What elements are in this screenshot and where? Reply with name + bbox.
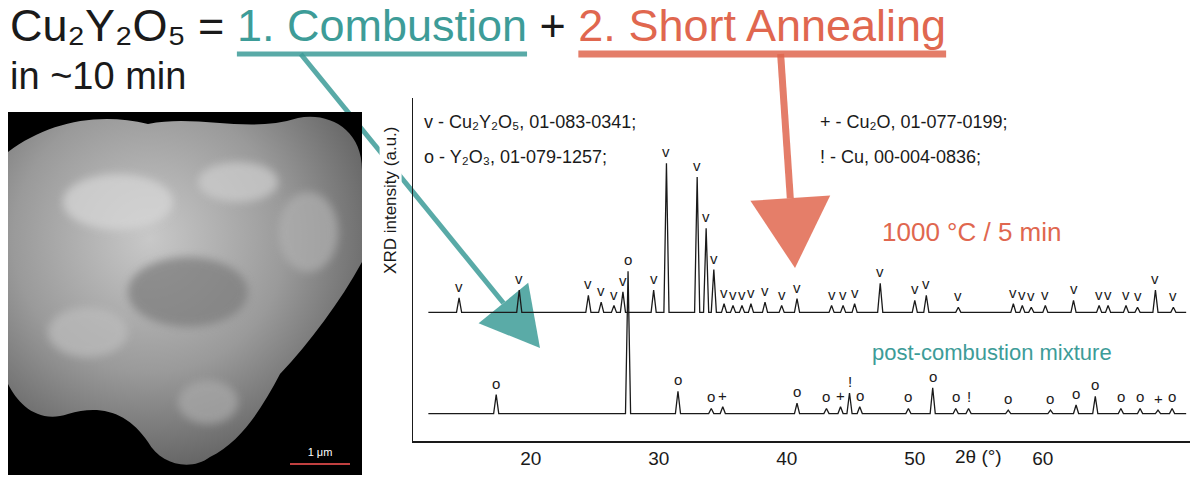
svg-text:v: v	[584, 275, 592, 292]
svg-text:v: v	[1169, 287, 1177, 304]
svg-text:v: v	[1151, 270, 1159, 287]
svg-text:v: v	[610, 286, 618, 303]
svg-text:v: v	[702, 208, 710, 225]
svg-text:v: v	[747, 284, 755, 301]
svg-text:50: 50	[904, 448, 925, 469]
svg-text:o: o	[1168, 388, 1176, 405]
svg-text:o: o	[624, 251, 632, 268]
svg-text:+: +	[836, 387, 845, 404]
svg-text:!: !	[848, 373, 852, 390]
svg-text:o: o	[904, 388, 912, 405]
svg-text:o: o	[952, 388, 960, 405]
svg-text:v: v	[1134, 287, 1142, 304]
svg-text:v: v	[738, 286, 746, 303]
svg-text:v: v	[1027, 287, 1035, 304]
svg-text:1000 °C / 5 min: 1000 °C / 5 min	[882, 217, 1062, 247]
svg-text:o: o	[674, 371, 682, 388]
svg-text:o - Y₂O₃, 01-079-1257;: o - Y₂O₃, 01-079-1257;	[424, 147, 607, 167]
svg-text:XRD intensity (a.u.): XRD intensity (a.u.)	[381, 127, 400, 274]
svg-text:2θ (°): 2θ (°)	[955, 446, 1002, 467]
svg-text:o: o	[822, 388, 830, 405]
svg-text:v: v	[1095, 286, 1103, 303]
html-text:Cu₂Y₂O₅ = 1. Combustion + 2. S: Cu₂Y₂O₅ = 1. Combustion + 2. Short Annea…	[10, 0, 947, 51]
svg-text:v: v	[729, 286, 737, 303]
svg-text:! - Cu, 00-004-0836;: ! - Cu, 00-004-0836;	[820, 147, 981, 167]
svg-text:v: v	[876, 263, 884, 280]
svg-text:v: v	[851, 284, 859, 301]
svg-text:v: v	[1104, 286, 1112, 303]
svg-text:v: v	[515, 270, 523, 287]
svg-text:v: v	[650, 270, 658, 287]
svg-text:o: o	[1136, 388, 1144, 405]
svg-text:40: 40	[776, 448, 797, 469]
svg-text:o: o	[929, 368, 937, 385]
svg-text:!: !	[967, 388, 971, 405]
svg-text:v: v	[922, 275, 930, 292]
svg-text:o: o	[492, 375, 500, 392]
svg-text:o: o	[1072, 385, 1080, 402]
svg-text:v: v	[693, 157, 701, 174]
svg-text:v: v	[1122, 286, 1130, 303]
svg-text:v: v	[1070, 280, 1078, 297]
svg-text:v: v	[597, 282, 605, 299]
svg-text:+: +	[1154, 390, 1163, 407]
html-text:in ~10 min: in ~10 min	[10, 55, 187, 97]
svg-text:o: o	[856, 387, 864, 404]
svg-text:post-combustion mixture: post-combustion mixture	[872, 340, 1112, 365]
svg-text:v: v	[911, 280, 919, 297]
svg-text:o: o	[1004, 390, 1012, 407]
svg-text:v: v	[1009, 284, 1017, 301]
svg-text:o: o	[793, 383, 801, 400]
svg-text:o: o	[1117, 388, 1125, 405]
svg-text:v: v	[710, 250, 718, 267]
svg-text:v: v	[1041, 286, 1049, 303]
svg-text:v: v	[1018, 286, 1026, 303]
svg-text:20: 20	[520, 448, 541, 469]
svg-text:60: 60	[1032, 448, 1053, 469]
svg-text:o: o	[1091, 376, 1099, 393]
svg-text:v: v	[954, 287, 962, 304]
svg-text:v: v	[793, 279, 801, 296]
svg-text:v: v	[619, 272, 627, 289]
svg-text:1 μm: 1 μm	[308, 446, 333, 458]
svg-text:v: v	[761, 282, 769, 299]
svg-text:v - Cu₂Y₂O₅, 01-083-0341;: v - Cu₂Y₂O₅, 01-083-0341;	[424, 112, 636, 132]
svg-text:v: v	[662, 143, 670, 160]
svg-text:+: +	[718, 387, 727, 404]
svg-text:o: o	[707, 388, 715, 405]
svg-text:v: v	[778, 286, 786, 303]
svg-text:v: v	[720, 284, 728, 301]
svg-text:v: v	[455, 278, 463, 295]
svg-text:v: v	[828, 286, 836, 303]
svg-text:30: 30	[648, 448, 669, 469]
svg-text:v: v	[839, 286, 847, 303]
svg-text:o: o	[1046, 390, 1054, 407]
svg-text:+ - Cu₂O, 01-077-0199;: + - Cu₂O, 01-077-0199;	[820, 112, 1008, 132]
